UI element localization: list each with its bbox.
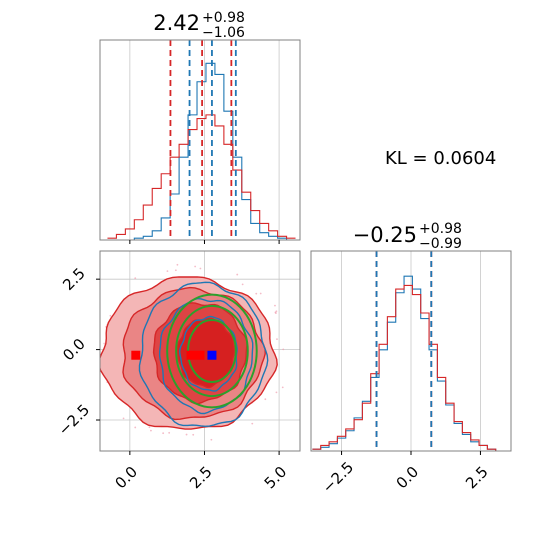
joint-scatter-dot (281, 386, 284, 389)
joint-scatter-dot (174, 269, 177, 272)
top-panel-title: 2.42 (153, 11, 200, 35)
top-quantile-lines (169, 40, 237, 240)
joint-scatter-dot (259, 292, 262, 295)
joint-scatter-dot (96, 321, 98, 323)
blue-contour-level (138, 281, 269, 428)
joint-scatter-dot (251, 422, 254, 425)
right-step-red (312, 284, 505, 452)
joint-scatter-dot (274, 312, 277, 314)
top-xticks (129, 240, 280, 244)
right-panel-title-lower: −0.99 (419, 236, 462, 252)
joint-scatter-dot (150, 429, 152, 432)
joint-yticks: −2.5 0.0 2.5 (55, 264, 100, 439)
joint-ytick-label: −2.5 (55, 401, 93, 439)
joint-scatter-dot (89, 378, 91, 380)
joint-scatter-dot (109, 314, 112, 317)
kl-annotation: KL = 0.0604 (385, 148, 496, 169)
joint-scatter-dot (90, 375, 92, 377)
joint-scatter-dot (148, 426, 151, 429)
joint-scatter-dot (103, 342, 106, 345)
top-panel-title-lower: −1.06 (202, 25, 245, 41)
joint-scatter-dot (97, 328, 99, 330)
joint-scatter-dot (89, 330, 91, 332)
joint-scatter-dot (92, 329, 94, 331)
joint-scatter-dot (94, 352, 96, 354)
joint-markers (131, 350, 217, 360)
right-panel-title: −0.25 (353, 223, 417, 247)
joint-scatter-dot (92, 373, 94, 375)
joint-xtick-label: 5.0 (261, 463, 291, 493)
top-marginal-histogram: 2.42 +0.98 −1.06 (99, 10, 301, 244)
top-step-red (107, 114, 296, 239)
joint-scatter-dot (168, 431, 171, 434)
joint-scatter-dot (236, 273, 239, 276)
joint-scatter-dot (134, 277, 137, 280)
right-panel-title-upper: +0.98 (419, 221, 462, 237)
joint-scatter-dot (162, 432, 165, 435)
right-quantile-lines (375, 251, 433, 451)
top-histogram-series (107, 62, 296, 241)
joint-scatter-dot (166, 270, 169, 273)
joint-scatter-dot (275, 310, 278, 313)
joint-scatter-dot (122, 417, 125, 420)
joint-scatter-dot (176, 263, 179, 266)
joint-scatter-dot (194, 265, 197, 268)
joint-scatter-dot (264, 398, 267, 401)
joint-xtick-label: 2.5 (186, 463, 216, 493)
blue-contour-level (178, 315, 238, 392)
marker-marker_red (195, 350, 205, 360)
joint-scatter-dot (185, 433, 188, 436)
joint-xticks: 0.0 2.5 5.0 (112, 451, 291, 493)
right-gridlines (341, 251, 481, 451)
joint-scatter-dot (274, 304, 276, 307)
right-xtick-label: 2.5 (462, 463, 492, 493)
green-ellipse (175, 304, 249, 398)
joint-scatter-dot (210, 438, 213, 441)
marker-marker_red (131, 350, 141, 360)
right-xtick-label: 0.0 (393, 463, 423, 493)
right-histogram-series (312, 275, 505, 452)
top-step-blue (107, 62, 296, 241)
green-ellipses (166, 293, 258, 409)
right-marginal-histogram: −2.5 0.0 2.5 −0.25 +0.98 −0.99 (310, 221, 512, 497)
joint-scatter-dot (275, 391, 278, 394)
green-ellipse (166, 293, 258, 409)
right-xtick-label: −2.5 (319, 458, 357, 496)
joint-scatter-dot (282, 348, 285, 351)
joint-scatter-dot (276, 338, 278, 341)
joint-scatter-dot (134, 426, 137, 429)
joint-scatter-dot (255, 292, 258, 295)
top-gridlines (129, 40, 280, 240)
marker-marker_red (186, 350, 196, 360)
joint-ytick-label: 0.0 (59, 335, 89, 365)
joint-contour-panel: 0.0 2.5 5.0 −2.5 0.0 2.5 (55, 250, 301, 493)
joint-scatter-dot (192, 433, 195, 436)
joint-scatter-dot (241, 283, 244, 286)
marker-marker_blue (207, 350, 217, 360)
joint-xtick-label: 0.0 (112, 463, 142, 493)
joint-ytick-label: 2.5 (59, 264, 89, 294)
joint-scatter-dot (199, 267, 202, 270)
right-xticks: −2.5 0.0 2.5 (319, 451, 492, 497)
top-panel-title-upper: +0.98 (202, 10, 245, 26)
